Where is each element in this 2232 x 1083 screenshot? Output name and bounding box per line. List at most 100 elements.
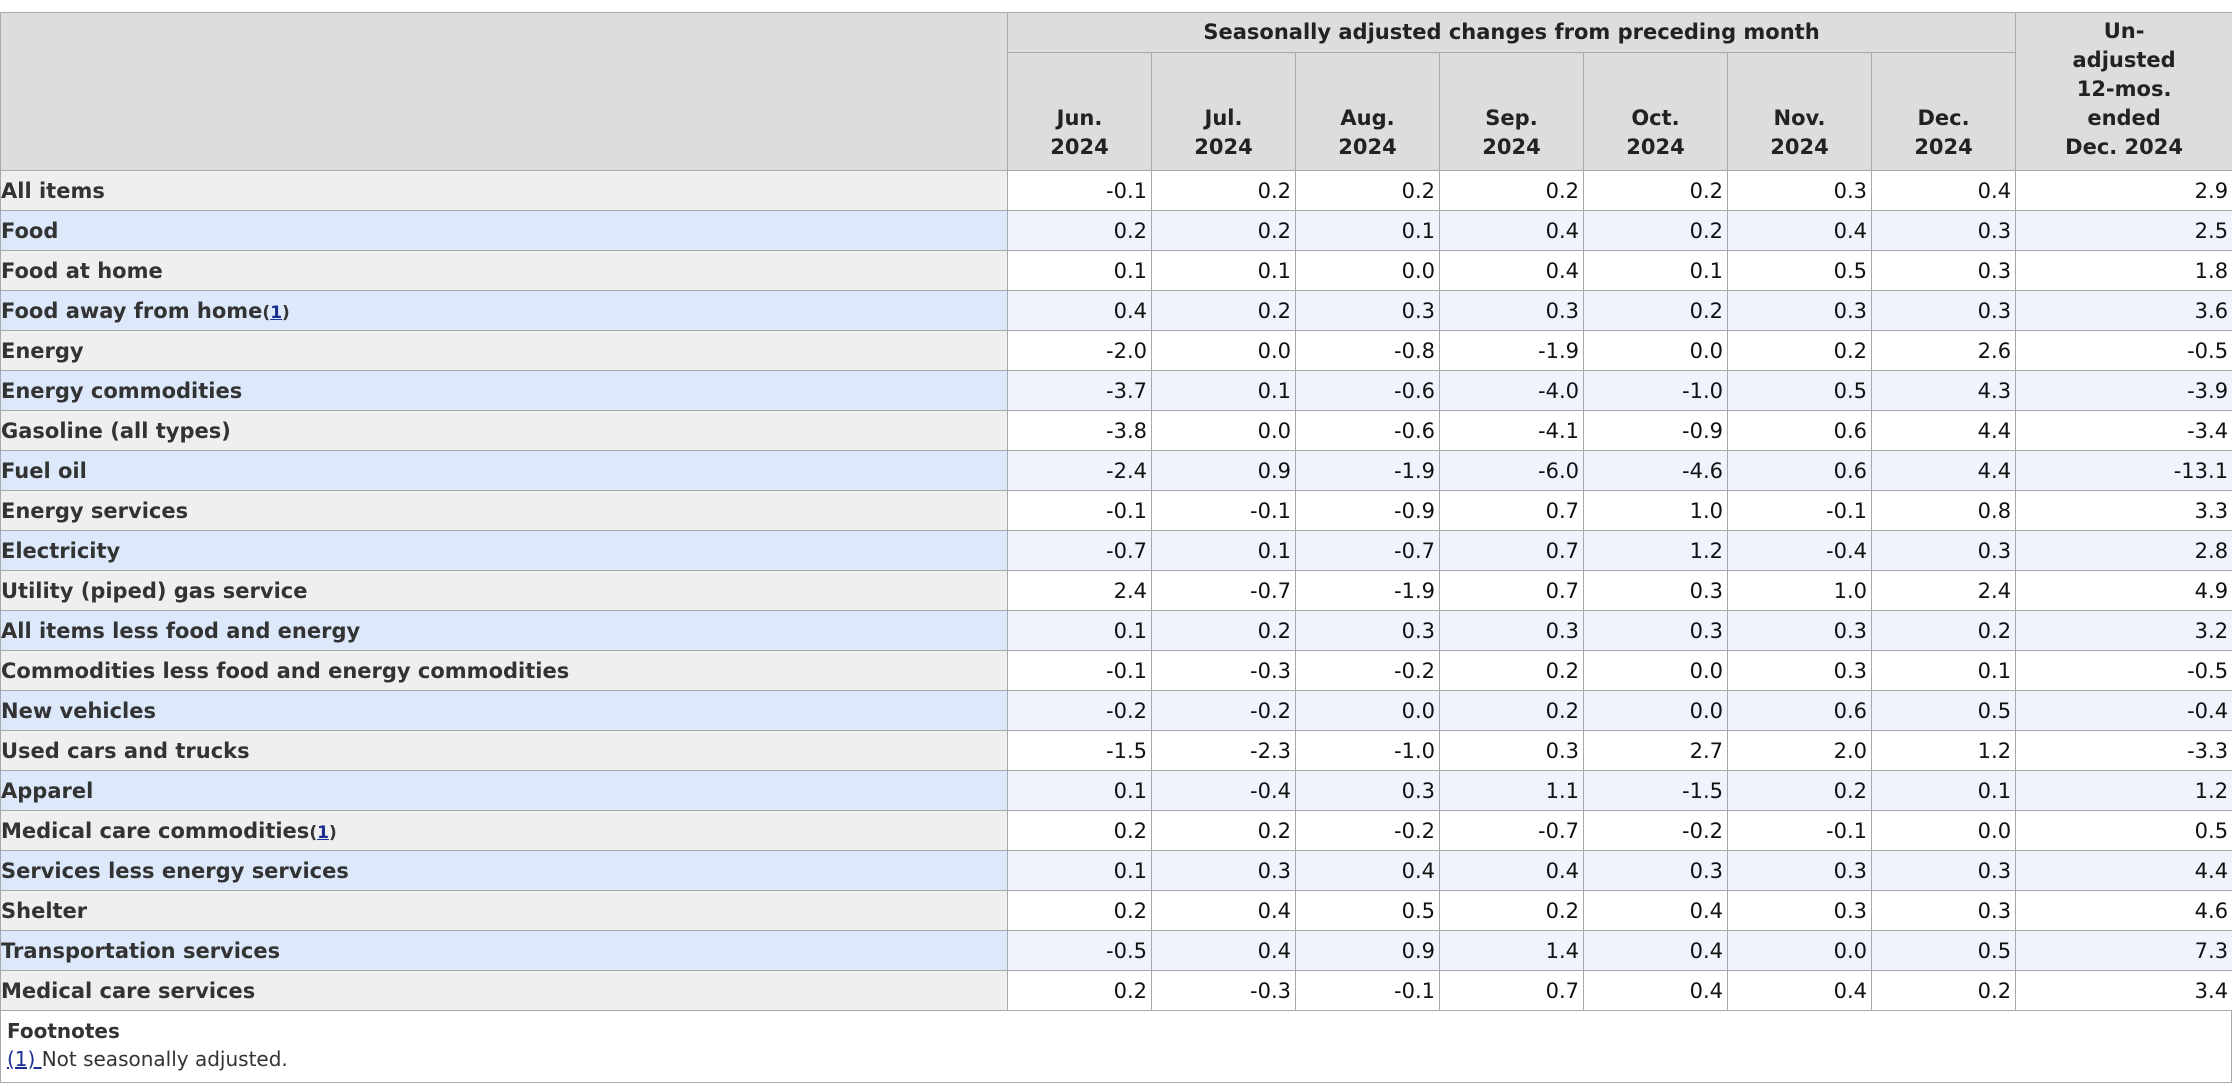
value-cell: -4.6 [1584,451,1728,491]
month-label: Aug. [1340,106,1394,130]
value-cell: 0.3 [1728,611,1872,651]
value-cell: 4.4 [1872,411,2016,451]
row-label-cell: Food [1,211,1008,251]
value-cell: 4.3 [1872,371,2016,411]
annual-header-line: Dec. 2024 [2065,135,2183,159]
annual-value-cell: 0.5 [2016,811,2232,851]
value-cell: 0.9 [1296,931,1440,971]
annual-value-cell: -0.5 [2016,331,2232,371]
month-header: Jun.2024 [1008,53,1152,171]
value-cell: -0.4 [1728,531,1872,571]
value-cell: 0.2 [1152,291,1296,331]
month-year: 2024 [1194,135,1252,159]
annual-value-cell: 3.6 [2016,291,2232,331]
row-label-cell: Medical care services [1,971,1008,1011]
group-header: Seasonally adjusted changes from precedi… [1008,13,2016,53]
row-label: All items less food and energy [1,619,360,643]
value-cell: 0.4 [1584,971,1728,1011]
value-cell: -0.1 [1296,971,1440,1011]
value-cell: 0.2 [1008,211,1152,251]
value-cell: 0.4 [1296,851,1440,891]
value-cell: 0.8 [1872,491,2016,531]
row-label-cell: All items [1,171,1008,211]
row-label-cell: Electricity [1,531,1008,571]
value-cell: 0.1 [1008,611,1152,651]
annual-value-cell: 4.6 [2016,891,2232,931]
table-row: Commodities less food and energy commodi… [1,651,2232,691]
row-label-cell: Fuel oil [1,451,1008,491]
row-label-cell: Shelter [1,891,1008,931]
value-cell: 0.1 [1296,211,1440,251]
value-cell: 0.2 [1872,611,2016,651]
value-cell: 0.3 [1872,891,2016,931]
footnote-link[interactable]: 1 [270,303,282,323]
value-cell: -0.3 [1152,651,1296,691]
value-cell: 0.2 [1008,971,1152,1011]
value-cell: 0.2 [1728,331,1872,371]
row-label-cell: Food away from home(1) [1,291,1008,331]
value-cell: 0.4 [1440,851,1584,891]
value-cell: 0.4 [1440,251,1584,291]
value-cell: 0.0 [1296,251,1440,291]
row-label: Energy commodities [1,379,242,403]
row-label-cell: All items less food and energy [1,611,1008,651]
footnote-link[interactable]: 1 [317,823,329,843]
month-year: 2024 [1482,135,1540,159]
value-cell: 4.4 [1872,451,2016,491]
month-header: Jul.2024 [1152,53,1296,171]
value-cell: -0.7 [1296,531,1440,571]
value-cell: 0.2 [1152,811,1296,851]
value-cell: -0.1 [1728,491,1872,531]
footnote-paren: ( [309,823,317,843]
value-cell: 1.0 [1584,491,1728,531]
month-header: Dec.2024 [1872,53,2016,171]
annual-value-cell: -3.3 [2016,731,2232,771]
month-year: 2024 [1338,135,1396,159]
value-cell: 0.0 [1152,411,1296,451]
value-cell: 0.3 [1296,771,1440,811]
row-label-cell: Apparel [1,771,1008,811]
value-cell: -0.7 [1440,811,1584,851]
value-cell: 0.4 [1440,211,1584,251]
row-label: Commodities less food and energy commodi… [1,659,569,683]
value-cell: 0.2 [1152,211,1296,251]
row-label-header [1,13,1008,171]
row-label-cell: Energy services [1,491,1008,531]
value-cell: 0.2 [1584,171,1728,211]
month-year: 2024 [1050,135,1108,159]
value-cell: -1.9 [1440,331,1584,371]
value-cell: -0.2 [1008,691,1152,731]
value-cell: 1.1 [1440,771,1584,811]
value-cell: -3.7 [1008,371,1152,411]
row-label: Medical care services [1,979,255,1003]
value-cell: 0.5 [1872,931,2016,971]
value-cell: -2.4 [1008,451,1152,491]
value-cell: -0.6 [1296,411,1440,451]
value-cell: 0.0 [1296,691,1440,731]
footnote-paren: ) [282,303,290,323]
value-cell: 0.1 [1152,251,1296,291]
row-label: Food at home [1,259,163,283]
footnote-ref-link[interactable]: (1) [7,1047,42,1071]
row-label: New vehicles [1,699,156,723]
value-cell: 0.3 [1728,851,1872,891]
value-cell: -0.2 [1296,651,1440,691]
value-cell: 0.2 [1152,171,1296,211]
month-label: Sep. [1485,106,1537,130]
value-cell: 0.6 [1728,451,1872,491]
value-cell: 0.3 [1872,251,2016,291]
value-cell: 1.2 [1872,731,2016,771]
value-cell: 0.3 [1872,211,2016,251]
value-cell: -0.9 [1296,491,1440,531]
value-cell: 0.0 [1872,811,2016,851]
value-cell: 0.4 [1008,291,1152,331]
value-cell: -0.1 [1728,811,1872,851]
